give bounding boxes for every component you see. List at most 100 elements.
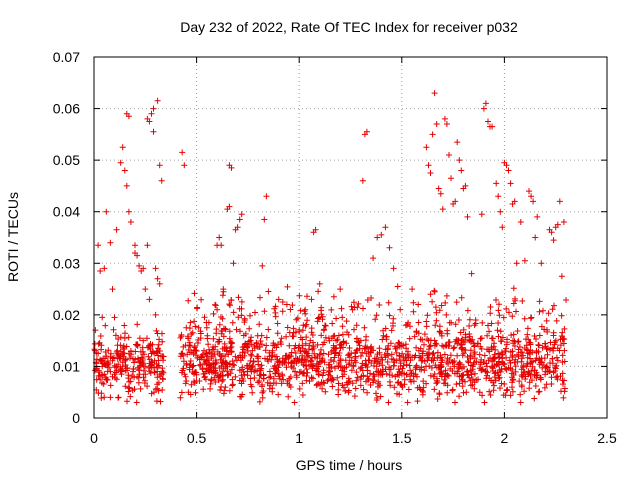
data-point (101, 394, 107, 400)
data-point (426, 162, 432, 168)
data-point (483, 100, 489, 106)
data-point (99, 314, 105, 320)
data-point (387, 379, 393, 385)
data-point (544, 318, 550, 324)
data-point (537, 298, 543, 304)
y-tick-label: 0.02 (53, 307, 80, 323)
data-point (561, 219, 567, 225)
data-point (300, 392, 306, 398)
data-point (263, 343, 269, 349)
data-point (458, 168, 464, 174)
data-point (259, 383, 265, 389)
data-point (416, 320, 422, 326)
data-point (508, 180, 514, 186)
data-point (382, 224, 388, 230)
data-point (122, 168, 128, 174)
data-point (260, 395, 266, 401)
data-point (227, 302, 233, 308)
data-points (92, 90, 570, 405)
data-point (363, 358, 369, 364)
data-point (124, 398, 130, 404)
data-point (519, 298, 525, 304)
data-point (531, 396, 537, 402)
data-point (102, 323, 108, 329)
data-point (495, 351, 501, 357)
data-point (344, 318, 350, 324)
data-point (192, 290, 198, 296)
data-point (247, 313, 253, 319)
data-point (285, 394, 291, 400)
data-point (248, 352, 254, 358)
data-point (550, 306, 556, 312)
data-point (542, 355, 548, 361)
x-tick-labels: 0 0.5 1 1.5 2 2.5 (90, 430, 617, 446)
data-point (506, 168, 512, 174)
data-point (434, 121, 440, 127)
data-point (432, 322, 438, 328)
data-point (237, 217, 243, 223)
data-point (120, 144, 126, 150)
y-tick-label: 0.07 (53, 49, 80, 65)
data-point (230, 381, 236, 387)
data-point (407, 367, 413, 373)
data-point (554, 318, 560, 324)
data-point (179, 390, 185, 396)
data-point (151, 129, 157, 135)
data-point (257, 295, 263, 301)
data-point (132, 242, 138, 248)
roti-scatter-chart: Day 232 of 2022, Rate Of TEC Index for r… (0, 0, 640, 480)
data-point (297, 386, 303, 392)
data-point (286, 343, 292, 349)
data-point (522, 316, 528, 322)
data-point (397, 307, 403, 313)
data-point (488, 392, 494, 398)
data-point (463, 389, 469, 395)
data-point (179, 149, 185, 155)
data-point (126, 334, 132, 340)
data-point (532, 333, 538, 339)
data-point (490, 335, 496, 341)
data-point (495, 307, 501, 313)
x-axis-title: GPS time / hours (296, 457, 403, 473)
data-point (496, 301, 502, 307)
data-point (537, 309, 543, 315)
data-point (121, 323, 127, 329)
data-point (322, 389, 328, 395)
data-point (554, 355, 560, 361)
data-point (479, 211, 485, 217)
data-point (239, 211, 245, 217)
data-point (320, 373, 326, 379)
data-point (372, 316, 378, 322)
data-point (297, 369, 303, 375)
data-point (304, 293, 310, 299)
data-point (358, 382, 364, 388)
data-point (387, 245, 393, 251)
data-point (107, 394, 113, 400)
data-point (452, 400, 458, 406)
data-point (265, 289, 271, 295)
data-point (433, 318, 439, 324)
data-point (292, 400, 298, 406)
data-point (275, 321, 281, 327)
data-point (454, 299, 460, 305)
data-point (337, 286, 343, 292)
data-point (255, 358, 261, 364)
data-point (378, 394, 384, 400)
data-point (310, 332, 316, 338)
data-point (379, 337, 385, 343)
data-point (141, 368, 147, 374)
x-tick-label: 2.5 (597, 430, 617, 446)
data-point (440, 206, 446, 212)
data-point (211, 311, 217, 317)
data-point (159, 387, 165, 393)
data-point (309, 329, 315, 335)
data-point (263, 193, 269, 199)
data-point (110, 286, 116, 292)
data-point (155, 364, 161, 370)
data-point (295, 315, 301, 321)
data-point (411, 378, 417, 384)
data-point (487, 310, 493, 316)
data-point (309, 296, 315, 302)
data-point (246, 326, 252, 332)
data-point (222, 384, 228, 390)
